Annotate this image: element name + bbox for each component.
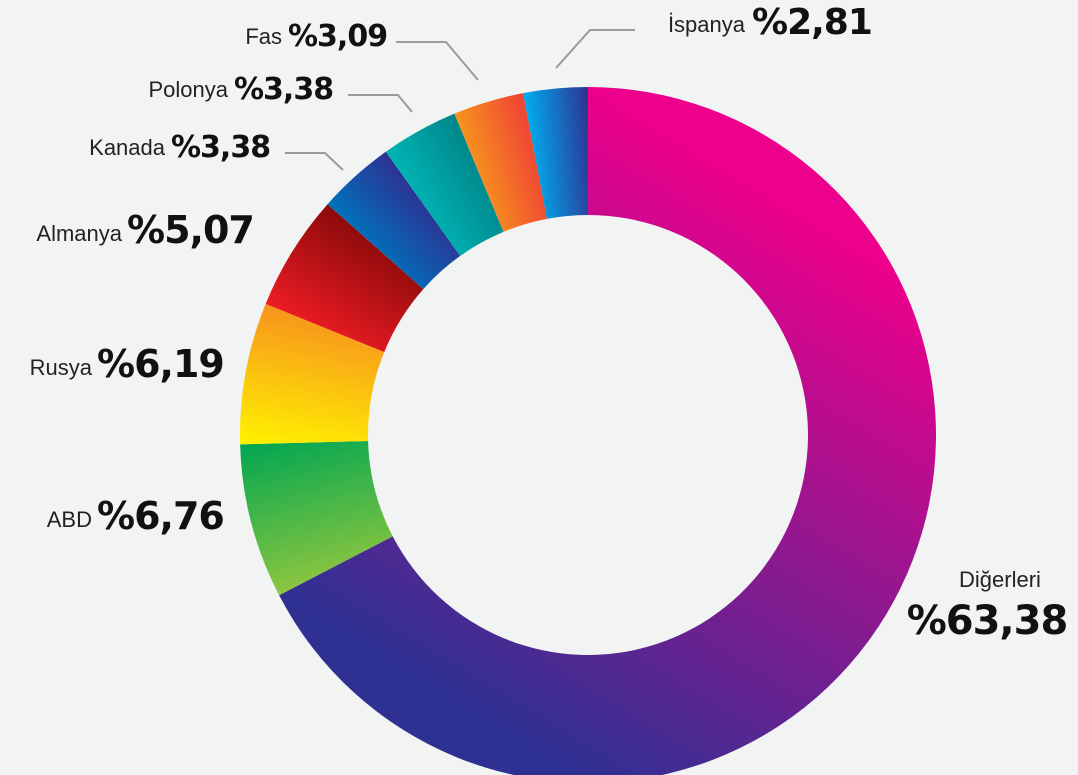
category-label: ABD (47, 507, 92, 532)
slice-label: Kanada %3,38 (89, 130, 271, 165)
slice-label: Rusya %6,19 (30, 342, 225, 386)
slice-label: Almanya %5,07 (36, 208, 254, 252)
value-label: %5,07 (127, 208, 254, 252)
slice-label: ABD %6,76 (47, 494, 225, 538)
category-label: Polonya (148, 77, 228, 102)
donut-slice (279, 87, 936, 775)
leader-line (396, 41, 479, 81)
donut-slice (327, 151, 461, 290)
donut-slice (240, 303, 385, 445)
donut-slice (265, 204, 424, 353)
donut-slice (454, 93, 547, 232)
slice-label: İspanya %2,81 (668, 2, 873, 43)
donut-slice (240, 440, 393, 596)
leader-lines (285, 29, 635, 171)
leader-line (285, 152, 344, 171)
category-label: Kanada (89, 135, 166, 160)
value-label: %3,38 (234, 72, 333, 107)
donut-slice (385, 113, 504, 256)
value-label: %2,81 (752, 2, 872, 43)
category-label: İspanya (668, 12, 746, 37)
category-label: Fas (245, 24, 282, 49)
category-label: Rusya (30, 355, 93, 380)
slice-label: Diğerleri %63,38 (907, 567, 1069, 644)
value-label: %6,19 (97, 342, 224, 386)
leader-line (348, 94, 413, 113)
donut-slice (523, 87, 588, 219)
slice-label: Fas %3,09 (245, 19, 388, 54)
category-label: Almanya (36, 221, 122, 246)
value-label: %6,76 (97, 494, 224, 538)
slice-label: Polonya %3,38 (148, 72, 334, 107)
category-label: Diğerleri (959, 567, 1041, 592)
value-label: %3,09 (288, 19, 387, 54)
value-label: %63,38 (907, 598, 1068, 644)
value-label: %3,38 (171, 130, 270, 165)
leader-line (555, 29, 635, 69)
